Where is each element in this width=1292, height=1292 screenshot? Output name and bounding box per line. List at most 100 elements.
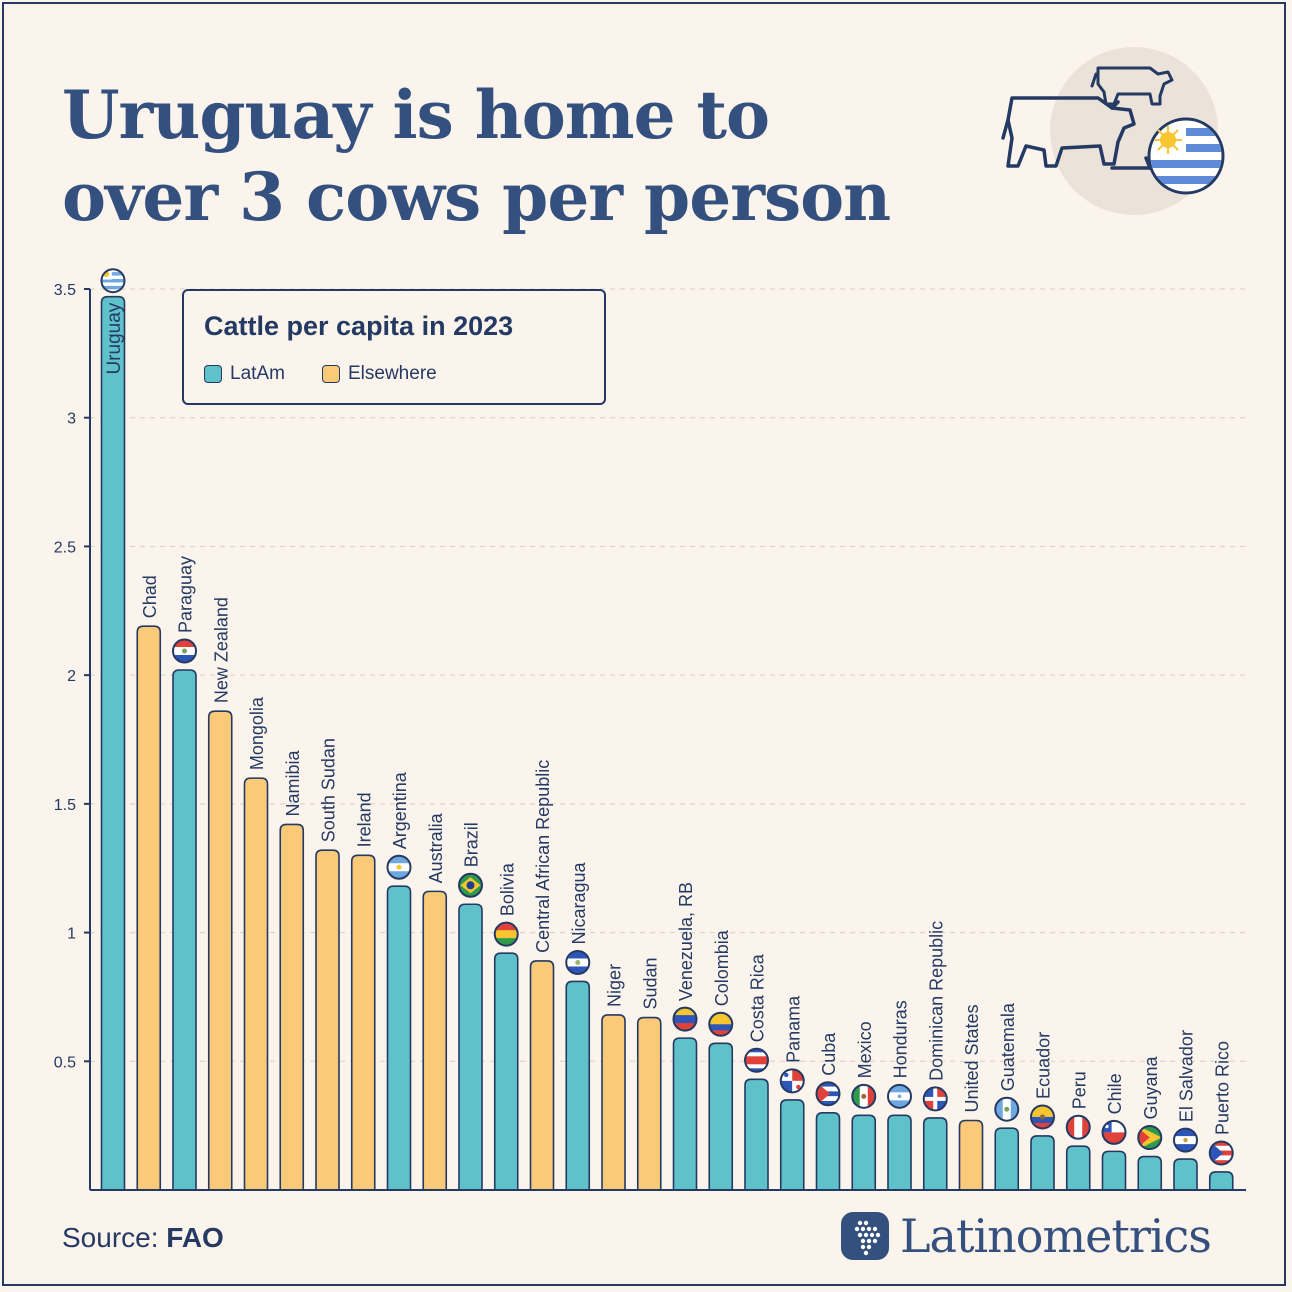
y-axis-ticks: 0.5 1 1.5 2 2.5 3 3.5 <box>54 282 90 1071</box>
bar-chad <box>136 625 162 1191</box>
bar-label: Chile <box>1105 1073 1125 1114</box>
page-title: Uruguay is home to over 3 cows per perso… <box>62 74 891 238</box>
bar-label: Nicaragua <box>569 861 589 944</box>
bar-uruguay <box>100 295 126 1191</box>
bar-namibia <box>279 823 305 1191</box>
bar-label: Guatemala <box>998 1002 1018 1091</box>
bar-label: Sudan <box>640 957 660 1009</box>
bar-group-puerto-rico: Puerto Rico <box>1208 1041 1234 1191</box>
brand-name: Latinometrics <box>900 1209 1212 1263</box>
flag-icon-ecuador <box>1030 1104 1055 1130</box>
flag-icon-puertorico <box>1208 1140 1234 1166</box>
flag-icon-argentina <box>386 854 412 880</box>
flag-icon-paraguay <box>172 638 197 664</box>
bar-group-central-african-republic: Central African Republic <box>529 760 555 1191</box>
bar-group-uruguay: Uruguay <box>100 268 126 1191</box>
bar-group-ireland: Ireland <box>350 792 376 1191</box>
bar-label: Namibia <box>283 749 303 816</box>
flag-icon-peru <box>1065 1114 1091 1140</box>
legend-label-elsewhere: Elsewhere <box>348 363 437 384</box>
bar-group-venezuela-rb: Venezuela, RB <box>672 882 698 1191</box>
y-tick-label: 1 <box>67 926 76 943</box>
brand-logo: Latinometrics <box>840 1206 1240 1266</box>
bar-label: South Sudan <box>319 738 339 842</box>
bar-group-mongolia: Mongolia <box>243 696 269 1191</box>
bar-group-bolivia: Bolivia <box>493 862 519 1191</box>
flag-icon-uruguay <box>100 268 126 294</box>
bar-label: Mexico <box>855 1021 875 1078</box>
bar-group-australia: Australia <box>422 812 448 1191</box>
bar-paraguay <box>172 669 197 1191</box>
y-tick-label: 2 <box>67 668 76 685</box>
bar-united-states <box>958 1119 984 1191</box>
bar-group-cuba: Cuba <box>815 1032 841 1191</box>
bar-label: Guyana <box>1141 1056 1161 1120</box>
bar-group-panama: Panama <box>779 995 805 1191</box>
bar-label: Brazil <box>462 822 482 867</box>
bar-panama <box>779 1099 805 1191</box>
bar-group-guatemala: Guatemala <box>994 1002 1020 1191</box>
uruguay-flag-icon <box>1147 117 1225 195</box>
bars: Uruguay Chad Paraguay New Zealand Mongolia Na… <box>100 268 1234 1191</box>
bar-peru <box>1065 1145 1091 1191</box>
bar-group-peru: Peru <box>1065 1071 1091 1191</box>
title-line-1: Uruguay is home to <box>62 76 770 154</box>
large-cow-icon <box>1001 96 1156 170</box>
bar-group-dominican-republic: Dominican Republic <box>922 921 948 1191</box>
chart-legend: Cattle per capita in 2023 LatAm Elsewher… <box>182 289 606 405</box>
flag-icon-colombia <box>708 1011 734 1037</box>
bar-label: Uruguay <box>104 302 125 374</box>
bar-group-niger: Niger <box>601 964 626 1191</box>
bar-mexico <box>851 1114 877 1191</box>
latinometrics-logo-icon <box>841 1212 889 1260</box>
bar-group-brazil: Brazil <box>458 822 483 1191</box>
bar-group-south-sudan: South Sudan <box>315 738 340 1191</box>
bar-niger <box>601 1014 626 1191</box>
bar-brazil <box>458 903 483 1191</box>
bar-label: Peru <box>1069 1071 1089 1109</box>
flag-icon-venezuela <box>672 1006 698 1032</box>
bar-label: Colombia <box>712 929 732 1006</box>
flag-icon-brazil <box>458 872 483 898</box>
bar-group-argentina: Argentina <box>386 771 412 1191</box>
bar-group-chad: Chad <box>136 575 162 1191</box>
legend-label-latam: LatAm <box>230 363 285 384</box>
flag-icon-nicaragua <box>565 949 591 975</box>
bar-group-namibia: Namibia <box>279 749 305 1191</box>
bar-guyana <box>1137 1155 1163 1191</box>
bar-label: Australia <box>426 812 446 883</box>
bar-label: Venezuela, RB <box>676 882 696 1001</box>
bar-honduras <box>887 1114 912 1191</box>
legend-swatch-latam <box>204 365 222 383</box>
flag-icon-costarica <box>744 1047 769 1073</box>
flag-icon-cuba <box>815 1081 841 1107</box>
source-note: Source: FAO <box>62 1222 224 1254</box>
flag-icon-honduras <box>887 1083 912 1109</box>
bar-nicaragua <box>565 980 591 1191</box>
bar-new-zealand <box>207 710 233 1191</box>
bar-central-african-republic <box>529 960 555 1191</box>
bar-label: Ecuador <box>1034 1032 1054 1099</box>
bar-label: Mongolia <box>247 696 267 770</box>
bar-south-sudan <box>315 849 340 1191</box>
source-value: FAO <box>166 1222 224 1253</box>
bar-group-chile: Chile <box>1101 1073 1127 1191</box>
title-line-2: over 3 cows per person <box>62 158 891 236</box>
bar-group-guyana: Guyana <box>1137 1056 1163 1191</box>
bar-label: Dominican Republic <box>926 921 946 1081</box>
bar-bolivia <box>493 952 519 1191</box>
bar-label: Niger <box>605 964 625 1007</box>
bar-ireland <box>350 854 376 1191</box>
flag-icon-bolivia <box>493 921 519 947</box>
bar-label: Puerto Rico <box>1212 1041 1232 1135</box>
bar-label: Chad <box>140 575 160 618</box>
bar-group-mexico: Mexico <box>851 1021 877 1191</box>
y-tick-label: 2.5 <box>54 539 76 556</box>
y-tick-label: 3.5 <box>54 282 76 299</box>
bar-australia <box>422 890 448 1191</box>
legend-title: Cattle per capita in 2023 <box>204 311 514 341</box>
bar-label: Bolivia <box>497 862 517 916</box>
bar-group-colombia: Colombia <box>708 929 734 1191</box>
